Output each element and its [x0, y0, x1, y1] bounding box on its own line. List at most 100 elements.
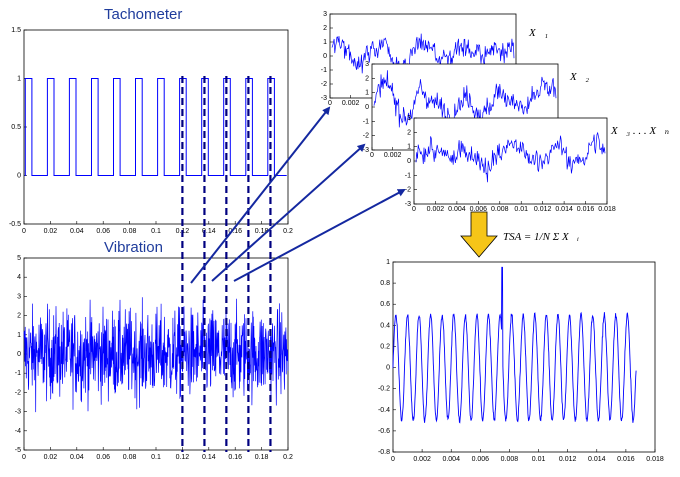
x-tick-label: 0	[22, 228, 26, 235]
y-tick-label: -1	[15, 370, 21, 377]
y-tick-label: 5	[17, 255, 21, 262]
y-tick-label: 1	[17, 332, 21, 339]
x-tick-label: 0.002	[413, 456, 431, 463]
y-tick-label: 2	[407, 129, 411, 136]
x2-xticks: 0 0.002	[370, 147, 402, 159]
y-tick-label: -2	[321, 81, 327, 88]
y-tick-label: -1	[363, 118, 369, 125]
vibration-title: Vibration	[104, 239, 163, 256]
x-tick-label: 0.02	[44, 228, 58, 235]
vibration-signal	[23, 297, 289, 413]
y-tick-label: 0	[323, 53, 327, 60]
y-tick-label: 1.5	[11, 27, 21, 34]
y-tick-label: 0.8	[380, 280, 390, 287]
x-tick-label: 0.008	[491, 206, 509, 213]
vibration-xticks: 0 0.02 0.04 0.06 0.08 0.1 0.12 0.14 0.16 0.18 0.2	[22, 447, 293, 461]
y-tick-label: -2	[363, 133, 369, 140]
x-tick-label: 0.02	[44, 454, 58, 461]
x-tick-label: 0.04	[70, 454, 84, 461]
x1-xticks: 0 0.002	[328, 95, 360, 107]
x3-yticks: -3 -2 -1 0 1 2 3	[405, 115, 417, 208]
x-tick-label: 0.008	[501, 456, 519, 463]
x-tick-label: 0.16	[228, 228, 242, 235]
y-tick-label: 0	[17, 351, 21, 358]
y-tick-label: -4	[15, 428, 21, 435]
y-tick-label: -3	[321, 95, 327, 102]
x-tick-label: 0.016	[617, 456, 635, 463]
x-tick-label: 0	[412, 206, 416, 213]
x-tick-label: 0.002	[342, 100, 360, 107]
y-tick-label: -3	[15, 409, 21, 416]
x3-frame	[413, 117, 608, 205]
tachometer-signal	[24, 78, 287, 176]
y-tick-label: 1	[17, 76, 21, 83]
y-tick-label: 0	[365, 104, 369, 111]
x-tick-label: 0.01	[532, 456, 546, 463]
y-tick-label: -2	[405, 187, 411, 194]
y-tick-label: -0.2	[378, 386, 390, 393]
x2-signal	[373, 70, 557, 133]
segment-x3-plot: -3 -2 -1 0 1 2 3 0 0.002 0.004 0.006 0.008 0.01 0.01…	[405, 115, 616, 213]
vibration-plot: -5 -4 -3 -2 -1 0 1 2 3 4 5 0 0.02 0.04 0.06 0.08 0.1 0.1…	[15, 255, 293, 461]
y-tick-label: -3	[405, 201, 411, 208]
x-tick-label: 0.1	[151, 454, 161, 461]
y-tick-label: 2	[323, 25, 327, 32]
y-tick-label: 3	[365, 61, 369, 68]
arrow-to-x3	[233, 189, 406, 282]
y-tick-label: -0.6	[378, 428, 390, 435]
x-tick-label: 0.06	[96, 454, 110, 461]
x-tick-label: 0.012	[534, 206, 552, 213]
y-tick-label: -0.4	[378, 407, 390, 414]
x-tick-label: 0.06	[96, 228, 110, 235]
y-tick-label: -1	[321, 67, 327, 74]
arrow-to-x2	[211, 143, 366, 282]
x-tick-label: 0.14	[202, 454, 216, 461]
y-tick-label: 3	[323, 11, 327, 18]
x-tick-label: 0.014	[588, 456, 606, 463]
x-tick-label: 0.006	[470, 206, 488, 213]
x-tick-label: 0.01	[514, 206, 528, 213]
x-tick-label: 0.002	[384, 152, 402, 159]
segment-markers	[181, 76, 272, 452]
y-tick-label: -0.8	[378, 449, 390, 456]
x-tick-label: 0.18	[255, 228, 269, 235]
x3-xticks: 0 0.002 0.004 0.006 0.008 0.01 0.012 0.014 0.016…	[412, 201, 616, 213]
tsa-plot: -0.8 -0.6 -0.4 -0.2 0 0.2 0.4 0.6 0.8 1 0 0.002 0.0…	[378, 259, 664, 463]
y-tick-label: 2	[17, 313, 21, 320]
x-tick-label: 0	[391, 456, 395, 463]
x-tick-label: 0.014	[555, 206, 573, 213]
x-tick-label: 0.12	[176, 454, 190, 461]
y-tick-label: 3	[17, 293, 21, 300]
x1-label: X⃗₁	[528, 27, 548, 39]
y-tick-label: 1	[407, 144, 411, 151]
tsa-xticks: 0 0.002 0.004 0.006 0.008 0.01 0.012 0.014 0.016…	[391, 449, 664, 463]
x-tick-label: 0.004	[442, 456, 460, 463]
y-tick-label: -5	[15, 447, 21, 454]
y-tick-label: 0.4	[380, 322, 390, 329]
x-tick-label: 0.18	[255, 454, 269, 461]
tsa-frame	[392, 261, 656, 453]
tsa-formula-text: TSA = 1/N Σ X⃗ᵢ	[503, 231, 579, 243]
y-tick-label: 0.2	[380, 343, 390, 350]
x-tick-label: 0.006	[472, 456, 490, 463]
arrow-to-x1	[190, 106, 331, 284]
x-tick-label: 0	[370, 152, 374, 159]
x-tick-label: 0.04	[70, 228, 84, 235]
x-tick-label: 0.016	[577, 206, 595, 213]
x-tick-label: 0.1	[151, 228, 161, 235]
y-tick-label: -0.5	[9, 221, 21, 228]
y-tick-label: 0	[386, 365, 390, 372]
y-tick-label: 1	[323, 39, 327, 46]
y-tick-label: 0	[17, 173, 21, 180]
x3-signal	[415, 131, 606, 183]
x-tick-label: 0	[328, 100, 332, 107]
tsa-signal	[392, 266, 637, 424]
x-tick-label: 0.018	[646, 456, 664, 463]
x-tick-label: 0.08	[123, 454, 137, 461]
y-tick-label: -1	[405, 172, 411, 179]
tachometer-frame	[23, 29, 289, 225]
y-tick-label: 0.6	[380, 301, 390, 308]
x2-yticks: -3 -2 -1 0 1 2 3	[363, 61, 375, 154]
y-tick-label: 3	[407, 115, 411, 122]
